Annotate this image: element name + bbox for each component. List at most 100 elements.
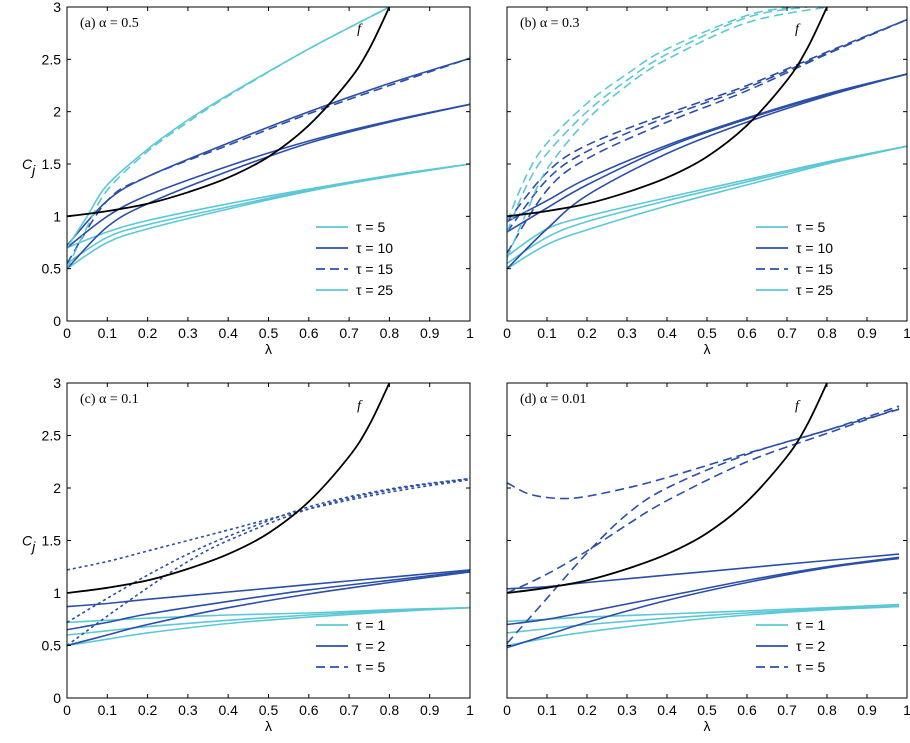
y-tick-label: 2 [53,104,61,120]
series-line [507,556,900,626]
x-tick-label: 0.5 [697,325,717,341]
f-curve [507,383,828,594]
series-line [67,103,470,249]
series-line [507,557,900,649]
x-tick-label: 0.2 [577,325,597,341]
x-axis-label: λ [265,718,272,734]
series-line [67,163,470,249]
series-line [67,570,470,631]
x-tick-label: 0.4 [218,702,238,718]
f-curve [507,7,828,218]
axes-box [506,6,908,322]
series-line [507,73,907,223]
f-curve-label: f [795,22,801,37]
series-line [507,7,796,222]
x-tick-label: 0 [503,702,511,718]
x-tick-label: 1 [466,702,474,718]
panel-d: f 0 0.1 0.2 0.3 0.4 0.5 0.6 0.7 0.8 0.9 1 λ (d) α = 0… [503,382,910,734]
panel-title: (d) α = 0.01 [520,392,587,407]
legend-label: τ = 1 [356,617,385,633]
series-line [507,18,907,233]
x-tick-label: 0.4 [657,702,677,718]
x-tick-label: 0.2 [138,325,158,341]
series-line [67,477,470,624]
legend-label: τ = 10 [356,240,393,256]
f-curve-label: f [357,22,363,37]
x-tick-label: 0.7 [777,325,797,341]
series-line [67,163,470,265]
y-axis-label: Cj [22,156,36,178]
f-curve [67,383,391,594]
series-line [507,604,900,634]
panel-title: (b) α = 0.3 [520,16,580,31]
f-curve-label: f [357,398,363,413]
x-tick-label: 0.9 [420,325,440,341]
series-line [507,73,907,233]
series-line [507,145,907,270]
panel-title: (c) α = 0.1 [80,392,139,407]
series-line [507,553,900,590]
x-tick-label: 0.7 [777,702,797,718]
y-tick-label: 1.5 [42,156,62,172]
series-line [67,57,470,247]
x-tick-label: 0.8 [380,325,400,341]
x-tick-label: 0.5 [259,325,279,341]
legend-label: τ = 15 [356,261,393,277]
legend-label: τ = 2 [356,638,385,654]
series-line [67,606,470,624]
x-tick-label: 0.2 [577,702,597,718]
series-line [507,7,828,259]
legend-label: τ = 1 [796,617,825,633]
x-tick-label: 1 [903,325,910,341]
series-line [67,477,470,647]
series-line [507,407,900,594]
series-line [67,7,390,249]
series-line [507,7,808,233]
series-line [507,145,907,265]
x-tick-label: 0.6 [299,325,319,341]
series-line [67,478,470,571]
x-tick-label: 0.1 [98,325,118,341]
x-tick-label: 0.5 [697,702,717,718]
x-tick-label: 0.4 [657,325,677,341]
legend-label: τ = 15 [796,261,833,277]
x-axis-label: λ [265,341,272,357]
x-tick-label: 0.6 [737,325,757,341]
x-tick-label: 0.6 [737,702,757,718]
y-tick-label: 0 [53,313,61,329]
x-tick-label: 1 [903,702,910,718]
series-line [67,163,470,270]
x-tick-label: 1 [466,325,474,341]
series-line [507,18,907,254]
panel-c: f 0 0.1 0.2 0.3 0.4 0.5 0.6 0.7 0.8 0.9 1 0 0.5 1 1.5 2 2… [22,375,474,734]
x-tick-label: 0.1 [537,702,557,718]
x-tick-label: 0.1 [537,325,557,341]
y-axis-label-main: C [22,156,33,172]
y-tick-label: 2 [53,480,61,496]
series-line [67,57,470,264]
y-axis-label: Cj [22,533,36,555]
y-tick-label: 1 [53,585,61,601]
y-tick-label: 0 [53,690,61,706]
x-axis-label: λ [704,718,711,734]
legend-label: τ = 10 [796,240,833,256]
y-axis-label-subscript: j [30,539,36,555]
x-tick-label: 0.6 [299,702,319,718]
series-line [67,606,470,647]
legend-label: τ = 5 [356,219,385,235]
x-tick-label: 0.4 [218,325,238,341]
series-line [507,605,900,647]
x-tick-label: 0 [63,325,71,341]
x-tick-label: 0.8 [817,702,837,718]
y-tick-label: 0.5 [42,638,62,654]
x-tick-label: 0.3 [178,325,198,341]
series-line [67,606,470,636]
x-tick-label: 0.2 [138,702,158,718]
x-tick-label: 0.8 [817,325,837,341]
y-tick-label: 0.5 [42,261,62,277]
x-tick-label: 0.8 [380,702,400,718]
y-axis-label-subscript: j [30,162,36,178]
f-curve-label: f [795,398,801,413]
series-line [67,571,470,647]
